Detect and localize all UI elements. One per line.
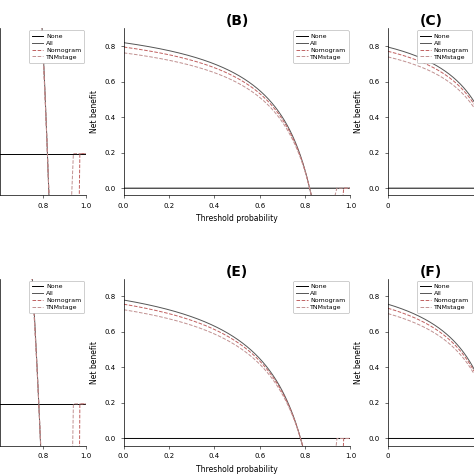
- Y-axis label: Net benefit: Net benefit: [90, 341, 99, 383]
- Title: (E): (E): [226, 264, 248, 279]
- Title: (F): (F): [420, 264, 442, 279]
- X-axis label: Threshold probability: Threshold probability: [196, 465, 278, 474]
- X-axis label: Threshold probability: Threshold probability: [196, 214, 278, 223]
- Y-axis label: Net benefit: Net benefit: [354, 91, 363, 133]
- Legend: None, All, Nomogram, TNMstage: None, All, Nomogram, TNMstage: [29, 30, 84, 63]
- Legend: None, All, Nomogram, TNMstage: None, All, Nomogram, TNMstage: [293, 30, 348, 63]
- Legend: None, All, Nomogram, TNMstage: None, All, Nomogram, TNMstage: [293, 281, 348, 313]
- Y-axis label: Net benefit: Net benefit: [90, 91, 99, 133]
- Y-axis label: Net benefit: Net benefit: [354, 341, 363, 383]
- Title: (C): (C): [419, 14, 442, 28]
- Legend: None, All, Nomogram, TNMstage: None, All, Nomogram, TNMstage: [417, 281, 472, 313]
- Legend: None, All, Nomogram, TNMstage: None, All, Nomogram, TNMstage: [29, 281, 84, 313]
- Title: (B): (B): [225, 14, 249, 28]
- Legend: None, All, Nomogram, TNMstage: None, All, Nomogram, TNMstage: [417, 30, 472, 63]
